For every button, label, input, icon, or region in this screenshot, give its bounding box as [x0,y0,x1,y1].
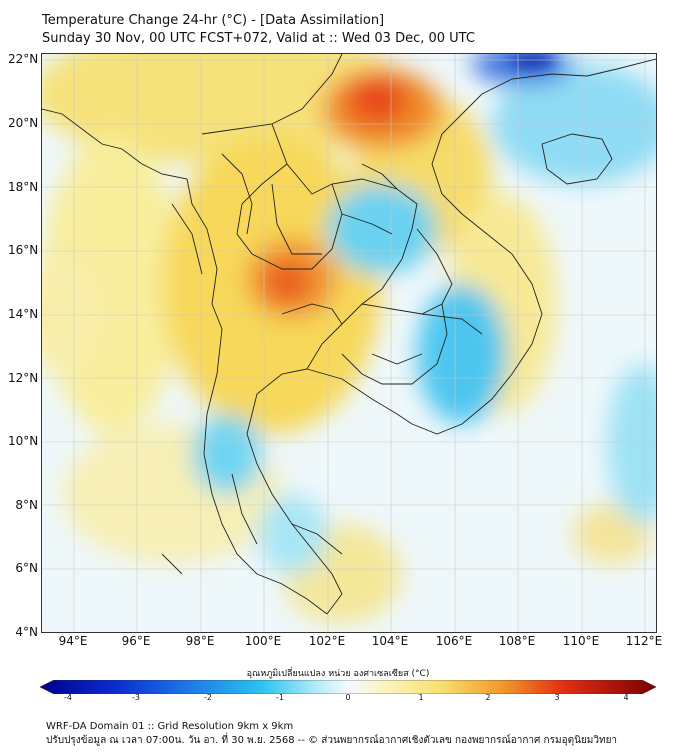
map-gridlines [42,54,656,632]
lat-label-18: 18°N [8,180,39,194]
colorbar-tick-4: 4 [623,693,629,702]
lat-label-16: 16°N [8,243,39,257]
lat-label-4: 4°N [15,625,38,639]
title-line-1: Temperature Change 24-hr (°C) - [Data As… [42,13,385,28]
colorbar-tick-2: 2 [485,693,491,702]
map-title: Temperature Change 24-hr (°C) - [Data As… [42,12,475,48]
lat-label-6: 6°N [15,561,38,575]
lon-label-112: 112°E [625,634,663,648]
colorbar-tick--3: -3 [132,693,140,702]
footer-line-1: WRF-DA Domain 01 :: Grid Resolution 9km … [46,721,294,732]
lat-label-14: 14°N [8,307,39,321]
lat-label-12: 12°N [8,371,39,385]
lon-label-94: 94°E [58,634,88,648]
colorbar-tick--1: -1 [276,693,284,702]
colorbar-tick-0: 0 [345,693,351,702]
lat-label-8: 8°N [15,498,38,512]
lon-label-98: 98°E [185,634,215,648]
lon-label-106: 106°E [435,634,473,648]
lon-label-96: 96°E [121,634,151,648]
colorbar-tick--2: -2 [204,693,212,702]
lon-label-104: 104°E [371,634,409,648]
lat-label-20: 20°N [8,116,39,130]
colorbar-title: อุณหภูมิเปลี่ยนแปลง หน่วย องศาเซลเซียส (… [246,669,430,679]
lon-label-108: 108°E [498,634,536,648]
lon-label-110: 110°E [562,634,600,648]
title-line-2: Sunday 30 Nov, 00 UTC FCST+072, Valid at… [42,31,475,46]
colorbar-tick--4: -4 [64,693,72,702]
colorbar-tick-3: 3 [554,693,560,702]
coastline-borders [42,54,656,615]
lon-label-102: 102°E [308,634,346,648]
lat-label-10: 10°N [8,434,39,448]
colorbar [40,680,656,694]
colorbar-tick-1: 1 [418,693,424,702]
footer-line-2: ปรับปรุงข้อมูล ณ เวลา 07:00น. วัน อา. ที… [46,735,618,746]
lat-label-22: 22°N [8,52,39,66]
map-panel[interactable] [41,53,657,633]
lon-label-100: 100°E [244,634,282,648]
temperature-change-map [42,54,656,632]
